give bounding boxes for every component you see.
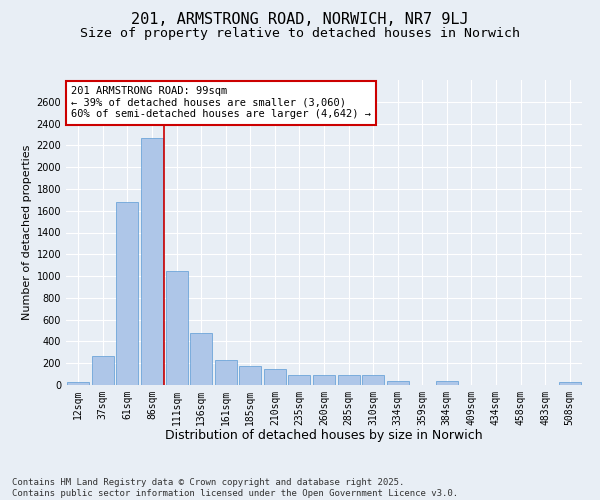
Text: Contains HM Land Registry data © Crown copyright and database right 2025.
Contai: Contains HM Land Registry data © Crown c… — [12, 478, 458, 498]
Bar — [67, 382, 89, 385]
Bar — [92, 356, 114, 385]
Bar — [313, 375, 335, 385]
X-axis label: Distribution of detached houses by size in Norwich: Distribution of detached houses by size … — [165, 430, 483, 442]
Bar — [289, 375, 310, 385]
Bar — [239, 366, 262, 385]
Bar — [362, 375, 384, 385]
Bar — [166, 270, 188, 385]
Bar — [559, 382, 581, 385]
Bar — [436, 380, 458, 385]
Bar — [141, 138, 163, 385]
Y-axis label: Number of detached properties: Number of detached properties — [22, 145, 32, 320]
Bar — [386, 380, 409, 385]
Bar — [116, 202, 139, 385]
Text: Size of property relative to detached houses in Norwich: Size of property relative to detached ho… — [80, 28, 520, 40]
Text: 201, ARMSTRONG ROAD, NORWICH, NR7 9LJ: 201, ARMSTRONG ROAD, NORWICH, NR7 9LJ — [131, 12, 469, 28]
Bar — [264, 369, 286, 385]
Bar — [338, 375, 359, 385]
Bar — [190, 332, 212, 385]
Bar — [215, 360, 237, 385]
Text: 201 ARMSTRONG ROAD: 99sqm
← 39% of detached houses are smaller (3,060)
60% of se: 201 ARMSTRONG ROAD: 99sqm ← 39% of detac… — [71, 86, 371, 120]
